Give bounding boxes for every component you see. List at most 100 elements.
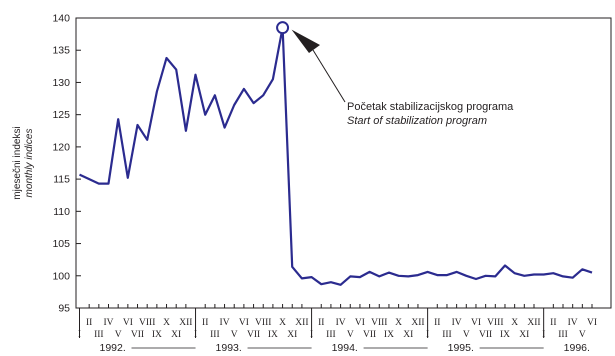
series-point: [300, 276, 304, 280]
x-tick-label: X: [511, 318, 518, 328]
x-tick-label: VI: [471, 318, 481, 328]
series-point: [493, 274, 497, 278]
series-point: [97, 182, 101, 186]
x-tick-label: X: [163, 318, 170, 328]
series-point: [358, 275, 362, 279]
x-tick-label: II: [86, 318, 92, 328]
x-tick-label: XII: [527, 318, 540, 328]
x-tick-label: VII: [363, 330, 376, 340]
x-tick-label: V: [115, 330, 122, 340]
x-tick-label: IX: [500, 330, 510, 340]
y-tick-label: 100: [52, 270, 70, 282]
y-tick-label: 130: [52, 77, 70, 89]
x-tick-label: IV: [220, 318, 230, 328]
series-point: [542, 272, 546, 276]
series-point: [310, 275, 314, 279]
series-point: [252, 101, 256, 105]
x-tick-label: IX: [152, 330, 162, 340]
series-point: [213, 93, 217, 97]
series-point: [551, 271, 555, 275]
series-point: [116, 117, 120, 121]
series-points: [78, 26, 595, 287]
series-point: [271, 77, 275, 81]
series-point: [445, 273, 449, 277]
series-point: [348, 274, 352, 278]
series-point: [145, 138, 149, 142]
series-point: [155, 89, 159, 93]
series-point: [571, 276, 575, 280]
x-tick-label: XI: [403, 330, 413, 340]
x-tick-label: VIII: [255, 318, 271, 328]
annotation-text-english: Start of stabilization program: [347, 115, 487, 127]
series-point: [107, 182, 111, 186]
y-tick-label: 110: [53, 206, 70, 218]
series-point: [78, 173, 82, 177]
x-tick-label: IV: [336, 318, 346, 328]
series-point: [184, 129, 188, 133]
series-point: [484, 274, 488, 278]
y-tick-label: 105: [52, 238, 70, 250]
x-tick-label: II: [202, 318, 208, 328]
x-year-label: 1995.: [448, 342, 474, 354]
series-point: [290, 265, 294, 269]
series-point: [261, 93, 265, 97]
x-year-label: 1994.: [332, 342, 358, 354]
x-tick-label: XI: [287, 330, 297, 340]
x-tick-label: II: [550, 318, 556, 328]
x-tick-label: III: [326, 330, 336, 340]
y-tick-label: 135: [52, 45, 70, 57]
x-tick-label: XII: [295, 318, 308, 328]
series-point: [319, 282, 323, 286]
x-tick-label: I: [194, 330, 197, 340]
y-tick-label: 115: [53, 174, 70, 186]
series-point: [397, 274, 401, 278]
series-point: [590, 271, 594, 275]
x-tick-label: XII: [179, 318, 192, 328]
x-tick-label: IX: [268, 330, 278, 340]
x-tick-label: VI: [587, 318, 597, 328]
x-tick-label: I: [542, 330, 545, 340]
y-axis-label: mjesečni indeksi: [12, 126, 23, 199]
y-axis: 95 100 105 110 115 120 125 130 135 140: [52, 13, 81, 315]
x-tick-label: III: [210, 330, 220, 340]
y-tick-label: 140: [52, 13, 70, 25]
series-point: [406, 274, 410, 278]
x-tick-label: VI: [355, 318, 365, 328]
x-tick-label: IV: [103, 318, 113, 328]
x-tick-label: VII: [131, 330, 144, 340]
x-tick-label: IV: [452, 318, 462, 328]
x-tick-label: VI: [239, 318, 249, 328]
x-tick-label: IX: [384, 330, 394, 340]
annotation-arrowhead: [291, 29, 320, 53]
series-point: [580, 267, 584, 271]
series-point: [416, 273, 420, 277]
x-year-label: 1992.: [100, 342, 126, 354]
series-point: [242, 87, 246, 91]
series-point: [165, 56, 169, 60]
annotation: Početak stabilizacijskog programa Start …: [276, 21, 514, 127]
x-tick-label: III: [94, 330, 104, 340]
series-point: [232, 103, 236, 107]
series-point: [532, 272, 536, 276]
x-tick-label: X: [279, 318, 286, 328]
series-point: [377, 274, 381, 278]
x-tick-label: IV: [568, 318, 578, 328]
series-point: [329, 280, 333, 284]
x-tick-label: VII: [479, 330, 492, 340]
series-point: [464, 274, 468, 278]
x-tick-label: II: [318, 318, 324, 328]
series-point: [522, 274, 526, 278]
series-point: [513, 271, 517, 275]
y-axis-label-english: monthly indices: [24, 129, 35, 198]
annotation-leader-line: [312, 49, 346, 103]
x-axis: IIIIIIIVVVIVIIVIIIIXXXIXIIIIIIIIIVVVIVII…: [78, 304, 597, 354]
series-point: [474, 277, 478, 281]
x-tick-label: VIII: [139, 318, 155, 328]
x-tick-label: I: [310, 330, 313, 340]
x-tick-label: X: [395, 318, 402, 328]
series-point: [455, 270, 459, 274]
x-tick-label: V: [463, 330, 470, 340]
plot-frame: [75, 17, 612, 309]
x-tick-label: VIII: [371, 318, 387, 328]
